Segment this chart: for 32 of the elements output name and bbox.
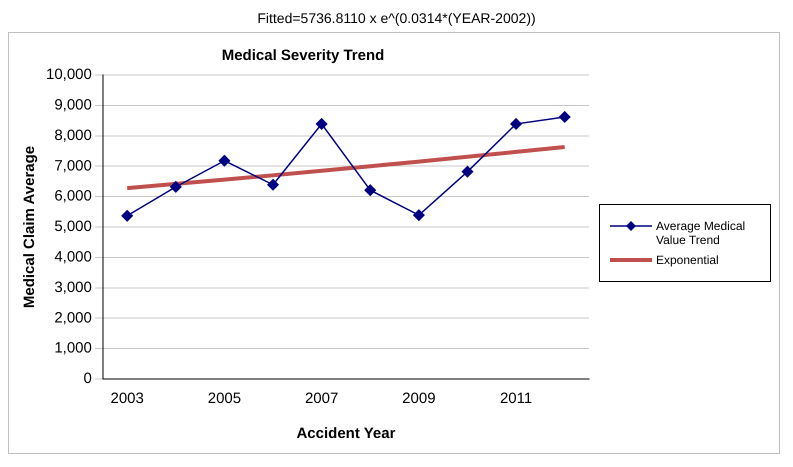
point: [316, 118, 328, 130]
legend-label: Average Medical Value Trend: [656, 219, 746, 247]
point: [364, 184, 376, 196]
y-axis-title: Medical Claim Average: [21, 146, 38, 308]
x-tick-label: 2009: [402, 390, 436, 408]
y-tick-label: 5,000: [54, 218, 92, 236]
y-tick-label: 1,000: [54, 340, 92, 357]
y-tick-label: 4,000: [54, 248, 92, 266]
x-tick-label: 2003: [110, 390, 144, 408]
chart-subtitle: Fitted=5736.8110 x e^(0.0314*(YEAR-2002)): [256, 9, 537, 28]
y-tick-label: 3,000: [54, 278, 92, 296]
legend-label: Exponential: [656, 253, 719, 267]
x-tick-label: 2011: [500, 390, 532, 408]
point: [558, 111, 570, 123]
x-axis-title: Accident Year: [296, 425, 396, 442]
point: [413, 209, 425, 221]
y-tick-label: 9,000: [54, 96, 92, 114]
x-tick-label: 2007: [304, 390, 338, 408]
y-tick-label: 8,000: [54, 126, 92, 144]
y-tick-label: 7,000: [54, 157, 92, 174]
point: [462, 166, 474, 178]
y-tick-label: 10,000: [46, 66, 92, 84]
y-tick-label: 2,000: [54, 309, 92, 326]
y-tick-label: 0: [84, 370, 92, 388]
point: [121, 210, 133, 222]
point: [170, 181, 182, 193]
x-tick-label: 2005: [208, 390, 242, 408]
point: [218, 154, 230, 166]
chart-title: Medical Severity Trend: [222, 47, 384, 64]
point: [510, 118, 522, 130]
y-tick-label: 6,000: [54, 188, 92, 205]
point: [267, 178, 279, 190]
